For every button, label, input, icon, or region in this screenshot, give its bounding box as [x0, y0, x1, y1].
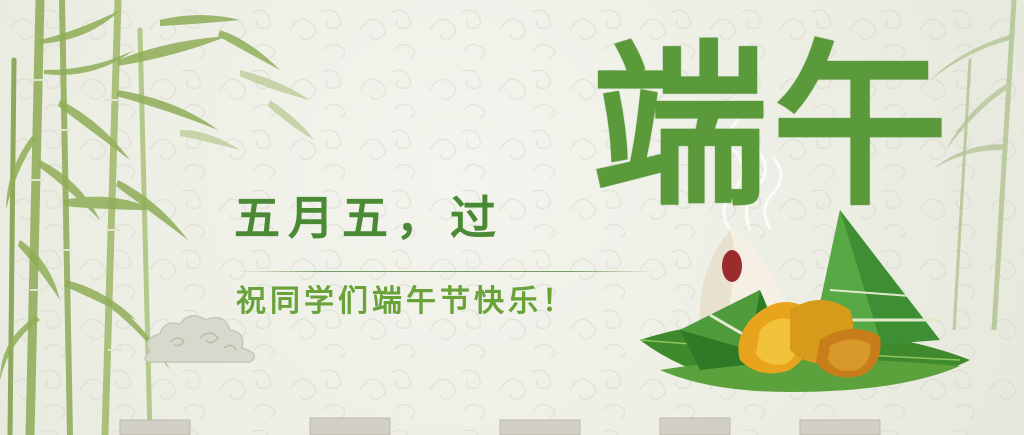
bamboo-illustration-right — [930, 0, 1017, 330]
bottom-decorative-strip — [119, 417, 881, 435]
steam-wisps — [722, 118, 783, 230]
divider-line — [236, 271, 656, 272]
banner-title: 端午 — [592, 25, 953, 230]
bamboo-illustration-left — [0, 0, 314, 435]
zongzi-illustration — [640, 210, 970, 392]
auspicious-cloud-icon — [144, 315, 256, 363]
banner-subtitle: 五月五，过 — [234, 191, 504, 245]
greeting-text: 祝同学们端午节快乐！ — [236, 284, 576, 319]
